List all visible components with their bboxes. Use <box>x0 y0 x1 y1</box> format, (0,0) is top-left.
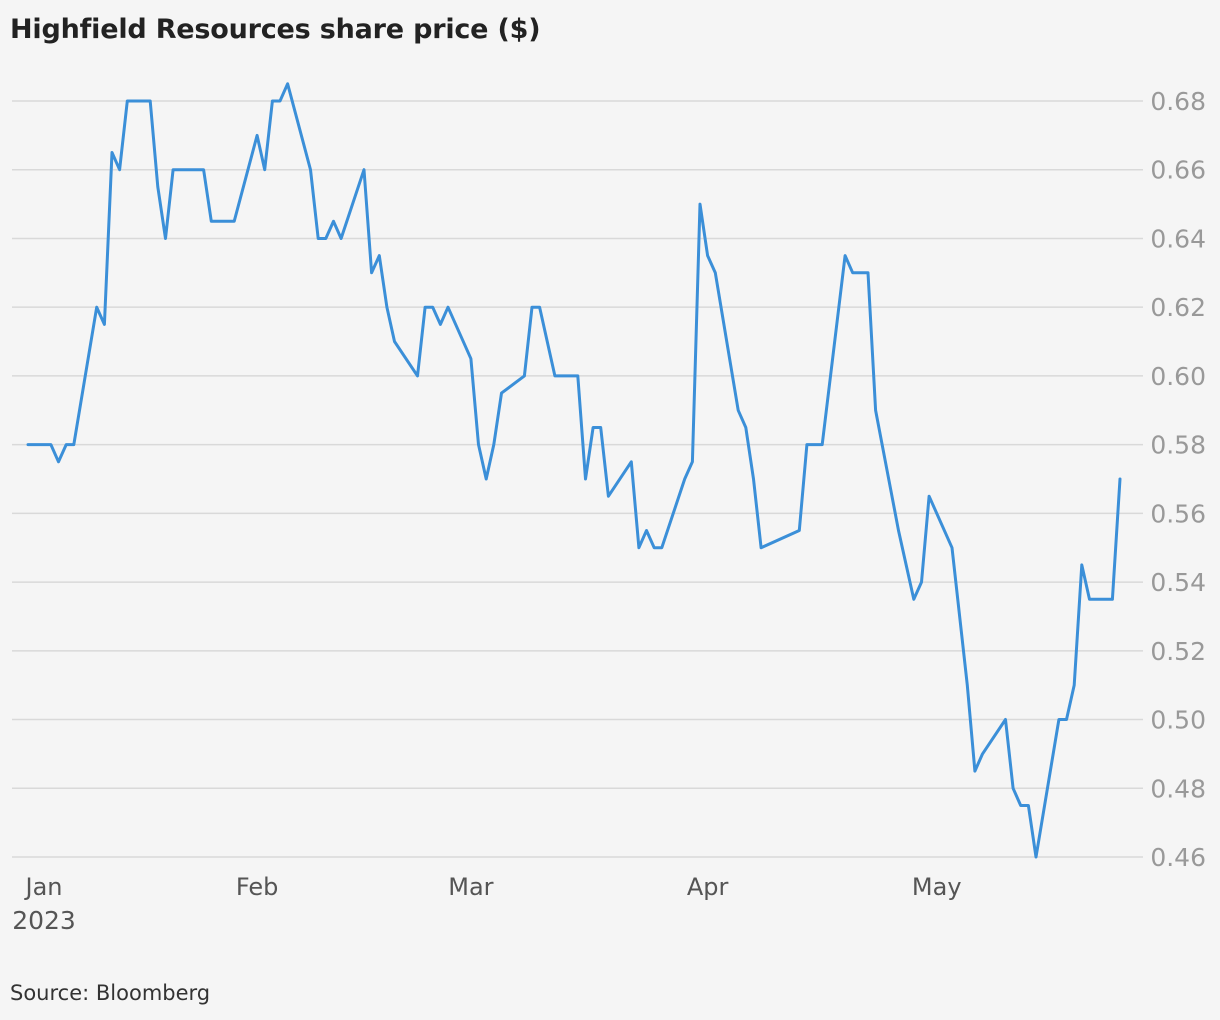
y-axis-ticks: 0.46 0.48 0.50 0.52 0.54 0.56 0.58 0.60 0.62 0.64… <box>1150 87 1206 872</box>
y-tick-label: 0.64 <box>1150 224 1206 253</box>
x-tick-label: Feb <box>236 873 279 901</box>
y-tick-label: 0.46 <box>1150 843 1206 872</box>
y-tick-label: 0.58 <box>1150 431 1206 460</box>
y-tick-label: 0.52 <box>1150 637 1206 666</box>
x-tick-label: May <box>912 873 962 901</box>
chart-title: Highfield Resources share price ($) <box>10 14 541 45</box>
y-tick-label: 0.54 <box>1150 568 1206 597</box>
share-price-line <box>26 82 1122 859</box>
y-tick-label: 0.50 <box>1150 706 1206 735</box>
y-tick-label: 0.60 <box>1150 362 1206 391</box>
y-tick-label: 0.62 <box>1150 293 1206 322</box>
x-tick-year-label: 2023 <box>12 906 76 935</box>
y-tick-label: 0.66 <box>1150 156 1206 185</box>
y-tick-label: 0.56 <box>1150 499 1206 528</box>
y-tick-label: 0.48 <box>1150 774 1206 803</box>
x-tick-label: Apr <box>687 873 729 901</box>
x-tick-label: Jan <box>24 873 63 901</box>
source-note: Source: Bloomberg <box>10 981 211 1005</box>
series-layer <box>26 82 1122 859</box>
gridlines <box>12 100 1143 858</box>
x-axis-ticks: Jan 2023 Feb Mar Apr May <box>12 873 961 935</box>
y-tick-label: 0.68 <box>1150 87 1206 116</box>
x-tick-label: Mar <box>448 873 493 901</box>
